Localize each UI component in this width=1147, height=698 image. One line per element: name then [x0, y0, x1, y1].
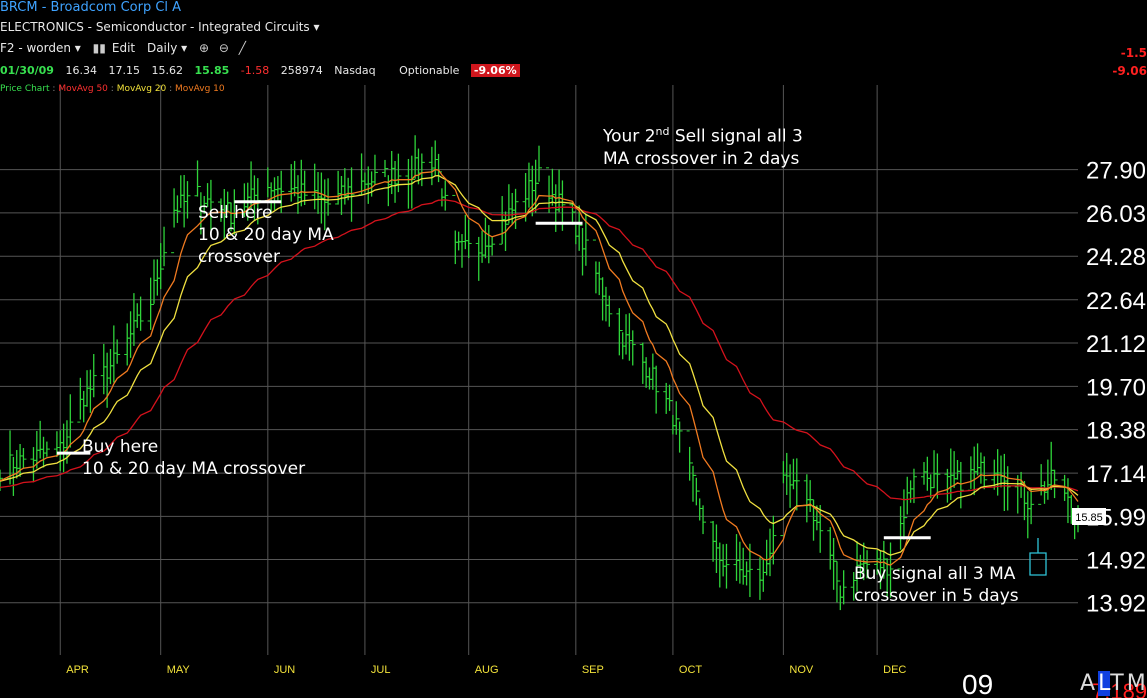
y-tick-label: 21.12 — [1086, 331, 1146, 358]
y-tick-label: 17.14 — [1086, 461, 1146, 488]
moving-averages — [0, 168, 1079, 566]
ma-line — [0, 199, 1079, 501]
annotation-line: 10 & 20 day MA — [198, 225, 334, 245]
y-tick-label: 27.90 — [1086, 158, 1146, 185]
annotation-sell-1: Sell here 10 & 20 day MA crossover — [198, 202, 334, 268]
x-tick-label: JUN — [274, 664, 295, 676]
symbol-title[interactable]: BRCM - Broadcom Corp Cl A — [0, 0, 182, 15]
quote-volume: 258974 — [280, 64, 323, 77]
quote-line: 01/30/09 16.34 17.15 15.62 15.85 -1.58 2… — [0, 64, 520, 77]
x-tick-label: NOV — [789, 664, 814, 676]
sector-dropdown[interactable]: ELECTRONICS - Semiconductor - Integrated… — [0, 20, 320, 34]
y-tick-label: 18.38 — [1086, 418, 1146, 445]
chart-legend: Price Chart : MovAvg 50 : MovAvg 20 : Mo… — [0, 84, 225, 94]
right-pct: -9.06 — [1112, 64, 1147, 78]
x-axis: APR MAY JUN JUL AUG SEP OCT NOV DEC 09 7.189 — [66, 664, 1147, 698]
quote-open: 16.34 — [65, 64, 97, 77]
annotation-line: MA crossover in 2 days — [603, 148, 800, 169]
y-tick-label: 26.03 — [1086, 201, 1146, 228]
last-price-tag: 15.85 — [1072, 508, 1106, 525]
bottom-tabs[interactable]: ALTM — [1080, 671, 1147, 696]
annotation-line: crossover in 5 days — [854, 586, 1019, 606]
x-tick-label: AUG — [475, 664, 499, 676]
annotation-line: 10 & 20 day MA crossover — [82, 459, 306, 479]
y-tick-label: 24.28 — [1086, 244, 1146, 271]
quote-date: 01/30/09 — [0, 64, 54, 77]
x-tick-label: DEC — [883, 664, 906, 676]
edit-button[interactable]: Edit — [111, 41, 136, 55]
ma-line — [0, 174, 1079, 556]
legend-ma10: MovAvg 10 — [175, 84, 225, 94]
zoom-in-icon[interactable]: ⊕ — [198, 41, 210, 55]
annotation-line: crossover — [198, 247, 280, 267]
y-tick-label: 19.70 — [1086, 374, 1146, 401]
annotation-line: Buy here — [82, 437, 159, 457]
period-dropdown[interactable]: Daily ▾ — [146, 41, 188, 55]
legend-ma20: MovAvg 20 — [116, 84, 167, 94]
annotation-buy-2: Buy signal all 3 MA crossover in 5 days — [854, 563, 1019, 607]
x-tick-label: MAY — [167, 664, 191, 676]
watchlist-dropdown[interactable]: F2 - worden ▾ — [0, 41, 81, 55]
ma-line — [0, 168, 1079, 566]
y-tick-label: 22.64 — [1086, 288, 1146, 315]
quote-exchange: Nasdaq — [334, 64, 376, 77]
toolbar: F2 - worden ▾ ▮▮ Edit Daily ▾ ⊕ ⊖ ╱ — [0, 41, 252, 55]
right-change: -1.5 — [1120, 46, 1147, 60]
right-change-panel: -1.5 -9.06 — [1112, 44, 1147, 80]
quote-close: 15.85 — [194, 64, 230, 77]
annotation-text: Your 2 — [603, 126, 656, 147]
y-tick-label: 14.92 — [1086, 548, 1146, 575]
legend-ma50: MovAvg 50 — [58, 84, 108, 94]
year-label: 09 — [962, 669, 993, 698]
annotation-line: Sell here — [198, 203, 273, 223]
legend-price: Price Chart — [0, 84, 50, 94]
annotation-buy-1: Buy here 10 & 20 day MA crossover — [82, 436, 305, 480]
optionable-label: Optionable — [399, 64, 460, 77]
pct-change-badge: -9.06% — [470, 64, 520, 77]
draw-line-icon[interactable]: ╱ — [238, 41, 246, 55]
annotation-sup: nd — [655, 125, 670, 138]
y-axis: 27.90 26.03 24.28 22.64 21.12 19.70 18.38 17.14… — [1086, 158, 1146, 618]
annotation-text: Sell signal all 3 — [669, 126, 803, 147]
bar-chart-icon[interactable]: ▮▮ — [92, 41, 106, 55]
annotation-sell-2: Your 2nd Sell signal all 3 MA crossover … — [603, 121, 803, 170]
x-tick-label: OCT — [679, 664, 703, 676]
annotation-line: Buy signal all 3 MA — [854, 564, 1016, 584]
x-tick-label: APR — [66, 664, 89, 676]
x-tick-label: JUL — [371, 664, 391, 676]
zoom-out-icon[interactable]: ⊖ — [218, 41, 229, 55]
y-tick-label: 13.92 — [1086, 591, 1146, 618]
quote-low: 15.62 — [151, 64, 183, 77]
grid-lines — [0, 85, 1078, 655]
quote-high: 17.15 — [108, 64, 140, 77]
x-tick-label: SEP — [582, 664, 604, 676]
signal-markers — [56, 200, 931, 540]
arrow-icon — [1029, 538, 1047, 576]
last-price-label: 15.85 — [1075, 512, 1103, 524]
quote-change: -1.58 — [240, 64, 270, 77]
